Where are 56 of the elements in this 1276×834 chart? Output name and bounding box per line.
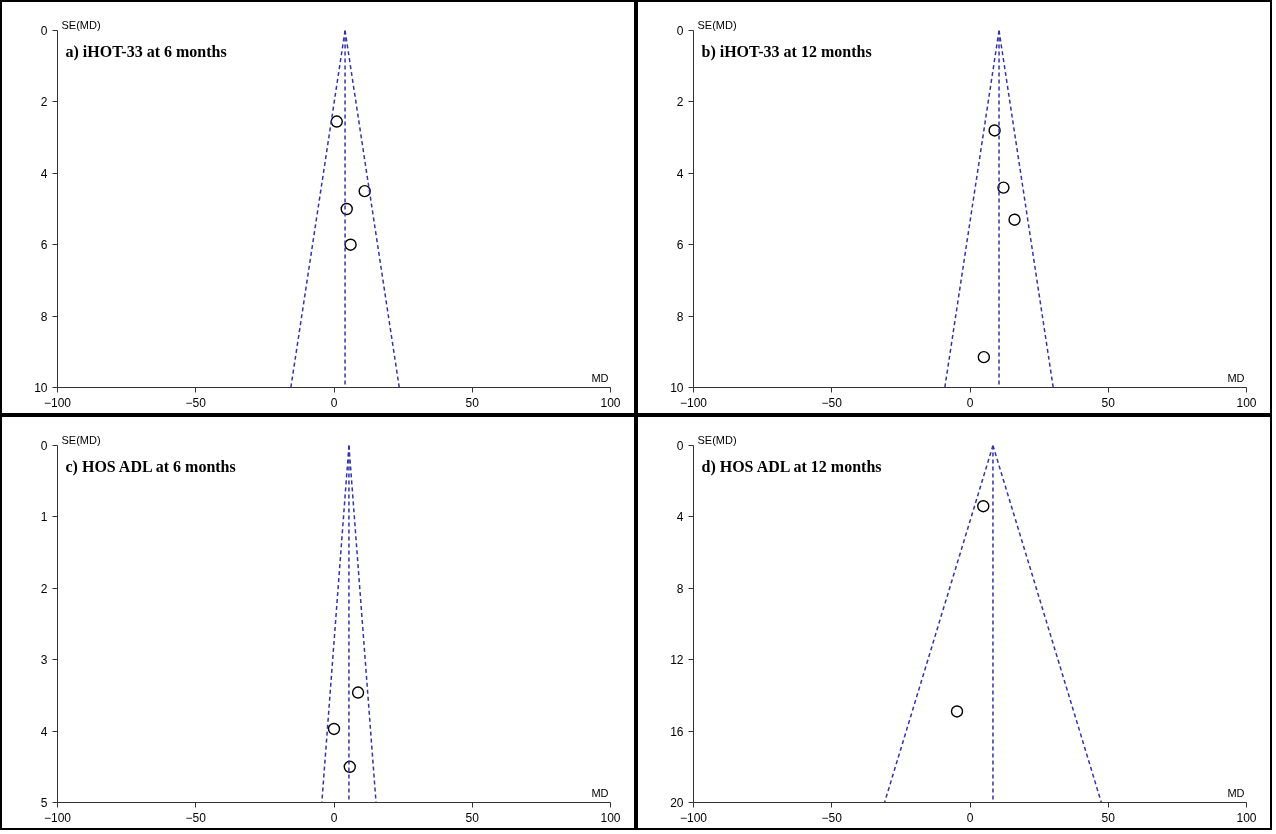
y-tick-label: 0 (40, 439, 48, 453)
y-tick-label: 5 (40, 796, 48, 810)
y-axis-title: SE(MD) (61, 433, 101, 446)
x-tick-label: −50 (185, 395, 207, 410)
y-tick-label: 20 (670, 796, 684, 810)
y-tick-label: 8 (676, 309, 684, 324)
y-tick-label: 10 (670, 381, 684, 395)
x-tick-label: −50 (821, 395, 843, 410)
y-tick-label: 12 (670, 653, 684, 668)
x-tick-label: 50 (1101, 810, 1116, 825)
x-tick-label: 100 (1236, 810, 1257, 825)
x-tick-label: −100 (679, 395, 708, 410)
y-tick-label: 2 (40, 581, 48, 596)
x-axis-title: MD (591, 786, 609, 799)
y-axis-title: SE(MD) (697, 433, 737, 446)
x-tick-label: 50 (465, 810, 480, 825)
y-tick-label: 6 (676, 238, 684, 253)
x-tick-label: 50 (465, 395, 480, 410)
text: b) iHOT-33 at 12 months (701, 42, 872, 61)
y-tick-label: 8 (676, 581, 684, 596)
y-tick-label: 6 (40, 238, 48, 253)
y-tick-label: 0 (676, 24, 684, 38)
x-tick-label: 100 (600, 395, 621, 410)
y-tick-label: 2 (676, 95, 684, 110)
y-tick-label: 3 (40, 653, 48, 668)
x-tick-label: 100 (600, 810, 621, 825)
y-tick-label: 2 (40, 95, 48, 110)
text: d) HOS ADL at 12 months (701, 457, 882, 476)
text: c) HOS ADL at 6 months (65, 457, 236, 476)
x-tick-label: −50 (185, 810, 207, 825)
x-tick-label: −100 (679, 810, 708, 825)
y-tick-label: 1 (40, 510, 48, 525)
x-tick-label: 0 (330, 810, 338, 825)
x-axis-title: MD (1227, 786, 1245, 799)
y-tick-label: 4 (40, 166, 48, 181)
x-tick-label: 0 (966, 395, 974, 410)
x-axis-title: MD (591, 371, 609, 384)
y-tick-label: 16 (670, 724, 684, 739)
y-tick-label: 0 (676, 439, 684, 453)
y-tick-label: 4 (676, 166, 684, 181)
x-tick-label: 50 (1101, 395, 1116, 410)
y-tick-label: 8 (40, 309, 48, 324)
y-tick-label: 0 (40, 24, 48, 38)
x-tick-label: 100 (1236, 395, 1257, 410)
x-tick-label: −50 (821, 810, 843, 825)
x-tick-label: 0 (966, 810, 974, 825)
y-axis-title: SE(MD) (697, 18, 737, 31)
text: a) iHOT-33 at 6 months (65, 42, 227, 61)
x-tick-label: 0 (330, 395, 338, 410)
x-tick-label: −100 (43, 810, 72, 825)
x-axis-title: MD (1227, 371, 1245, 384)
y-axis-title: SE(MD) (61, 18, 101, 31)
y-tick-label: 10 (34, 381, 48, 395)
x-tick-label: −100 (43, 395, 72, 410)
y-tick-label: 4 (676, 510, 684, 525)
y-tick-label: 4 (40, 724, 48, 739)
